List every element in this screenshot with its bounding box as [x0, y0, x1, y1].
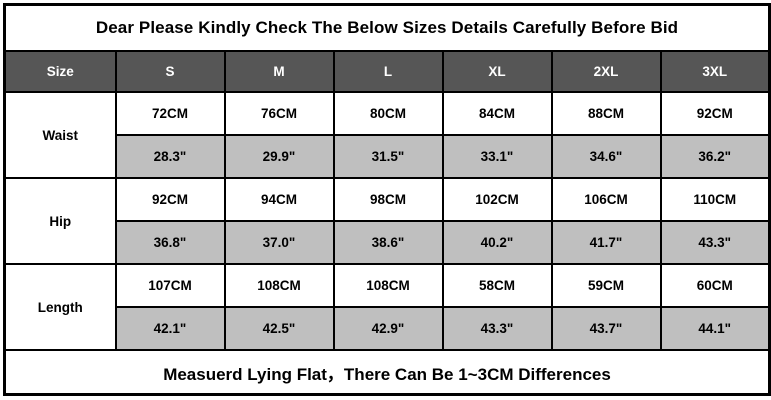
column-header-l: L: [332, 50, 444, 93]
row-label-waist: Waist: [3, 91, 117, 179]
hip-cm-cell: 92CM: [114, 177, 226, 222]
size-chart-table: Dear Please Kindly Check The Below Sizes…: [3, 3, 771, 396]
length-inch-row: 42.1" 42.5" 42.9" 43.3" 43.7" 44.1": [5, 306, 771, 351]
size-chart-title: Dear Please Kindly Check The Below Sizes…: [3, 3, 771, 52]
hip-inch-cell: 37.0": [223, 220, 335, 265]
waist-cm-cell: 88CM: [550, 91, 662, 136]
length-cm-cell: 107CM: [114, 263, 226, 308]
length-cm-cell: 60CM: [659, 263, 771, 308]
length-inch-cell: 43.7": [550, 306, 662, 351]
length-inch-cell: 43.3": [441, 306, 553, 351]
hip-cm-cell: 102CM: [441, 177, 553, 222]
length-cm-cell: 59CM: [550, 263, 662, 308]
waist-cm-cell: 92CM: [659, 91, 771, 136]
row-label-hip: Hip: [3, 177, 117, 265]
footer-row: Measuerd Lying Flat，There Can Be 1~3CM D…: [3, 349, 771, 396]
column-header-s: S: [114, 50, 226, 93]
waist-cm-row: Waist 72CM 76CM 80CM 84CM 88CM 92CM: [3, 91, 771, 179]
length-inch-cell: 42.5": [223, 306, 335, 351]
length-inch-cell: 42.1": [114, 306, 226, 351]
waist-inch-cell: 28.3": [114, 134, 226, 179]
length-cm-cell: 108CM: [332, 263, 444, 308]
column-header-xl: XL: [441, 50, 553, 93]
waist-inch-row: 28.3" 29.9" 31.5" 33.1" 34.6" 36.2": [5, 134, 771, 179]
row-label-length: Length: [3, 263, 117, 351]
waist-cm-cell: 80CM: [332, 91, 444, 136]
waist-cm-cell: 84CM: [441, 91, 553, 136]
waist-inch-cell: 36.2": [659, 134, 771, 179]
column-header-row: Size S M L XL 2XL 3XL: [3, 50, 771, 93]
length-cm-cell: 58CM: [441, 263, 553, 308]
waist-cm-cell: 72CM: [114, 91, 226, 136]
hip-cm-cell: 94CM: [223, 177, 335, 222]
hip-cm-row: Hip 92CM 94CM 98CM 102CM 106CM 110CM: [3, 177, 771, 265]
hip-inch-cell: 41.7": [550, 220, 662, 265]
hip-inch-cell: 36.8": [114, 220, 226, 265]
waist-inch-cell: 33.1": [441, 134, 553, 179]
length-inch-cell: 44.1": [659, 306, 771, 351]
measurement-note: Measuerd Lying Flat，There Can Be 1~3CM D…: [3, 349, 771, 396]
column-header-2xl: 2XL: [550, 50, 662, 93]
waist-inch-cell: 31.5": [332, 134, 444, 179]
waist-cm-cell: 76CM: [223, 91, 335, 136]
length-inch-cell: 42.9": [332, 306, 444, 351]
hip-inch-row: 36.8" 37.0" 38.6" 40.2" 41.7" 43.3": [5, 220, 771, 265]
title-row: Dear Please Kindly Check The Below Sizes…: [3, 3, 771, 52]
column-header-size: Size: [3, 50, 117, 93]
waist-inch-cell: 29.9": [223, 134, 335, 179]
hip-cm-cell: 110CM: [659, 177, 771, 222]
hip-inch-cell: 40.2": [441, 220, 553, 265]
hip-inch-cell: 43.3": [659, 220, 771, 265]
waist-inch-cell: 34.6": [550, 134, 662, 179]
column-header-m: M: [223, 50, 335, 93]
hip-cm-cell: 106CM: [550, 177, 662, 222]
hip-cm-cell: 98CM: [332, 177, 444, 222]
column-header-3xl: 3XL: [659, 50, 771, 93]
hip-inch-cell: 38.6": [332, 220, 444, 265]
length-cm-cell: 108CM: [223, 263, 335, 308]
length-cm-row: Length 107CM 108CM 108CM 58CM 59CM 60CM: [3, 263, 771, 351]
